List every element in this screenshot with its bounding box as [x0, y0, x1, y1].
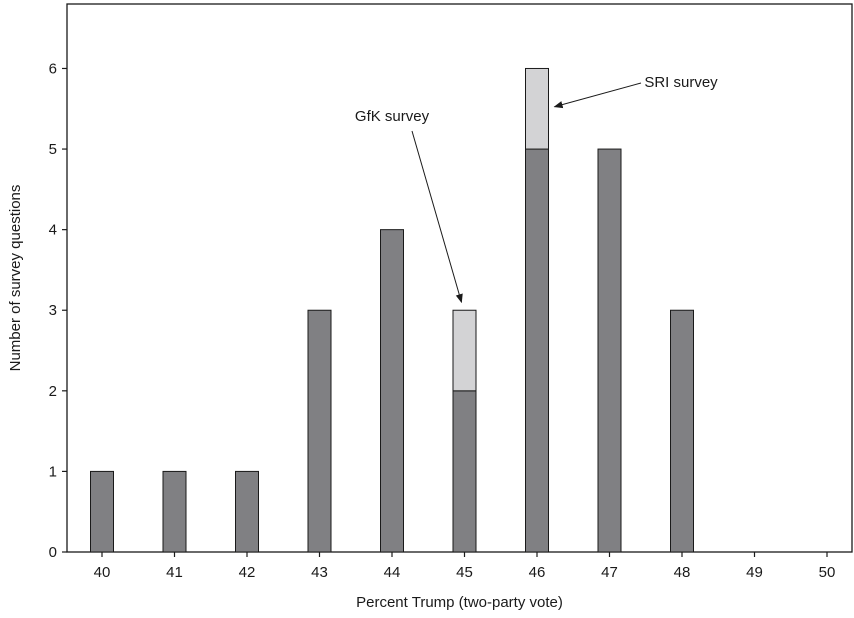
annotation-sri-label: SRI survey: [644, 74, 718, 91]
x-tick-label: 42: [239, 564, 256, 581]
x-tick-label: 43: [311, 564, 328, 581]
x-tick-label: 40: [94, 564, 111, 581]
y-tick-label: 6: [49, 60, 57, 77]
x-tick-label: 47: [601, 564, 618, 581]
bar-46-segment-1: [525, 148, 549, 553]
x-axis-label: Percent Trump (two-party vote): [356, 594, 563, 611]
bars: [90, 67, 694, 553]
bar-47-segment-1: [597, 148, 622, 553]
x-tick-label: 49: [746, 564, 763, 581]
x-tick-label: 41: [166, 564, 183, 581]
y-tick-label: 1: [49, 463, 57, 480]
x-tick-label: 45: [456, 564, 473, 581]
bar-48-segment-1: [670, 309, 694, 553]
x-tick-label: 48: [674, 564, 691, 581]
y-tick-label: 0: [49, 544, 57, 561]
y-tick-label: 3: [49, 302, 57, 319]
x-tick-label: 44: [384, 564, 401, 581]
x-tick-label: 46: [529, 564, 546, 581]
bar-43-segment-1: [307, 309, 332, 553]
bar-45-segment-1: [452, 390, 477, 553]
bar-44-segment-1: [380, 229, 404, 553]
annotation-gfk-label: GfK survey: [355, 108, 430, 125]
bar-45-segment-2: [452, 309, 477, 392]
x-tick-label: 50: [819, 564, 836, 581]
annotation-gfk-arrow: [411, 130, 463, 304]
y-axis-label: Number of survey questions: [7, 185, 24, 372]
bar-46-segment-2: [525, 67, 549, 150]
y-tick-label: 5: [49, 141, 57, 158]
y-tick-label: 4: [49, 222, 57, 239]
bar-40-segment-1: [90, 470, 114, 553]
bar-42-segment-1: [235, 470, 259, 553]
y-tick-label: 2: [49, 383, 57, 400]
annotations: GfK survey SRI survey: [355, 74, 718, 304]
x-axis: 40 41 42 43 44 45 46 47 48 49 50: [94, 552, 836, 581]
annotation-sri-arrow: [553, 82, 642, 109]
y-axis: 0 1 2 3 4 5 6: [49, 60, 67, 561]
bar-41-segment-1: [162, 470, 187, 553]
